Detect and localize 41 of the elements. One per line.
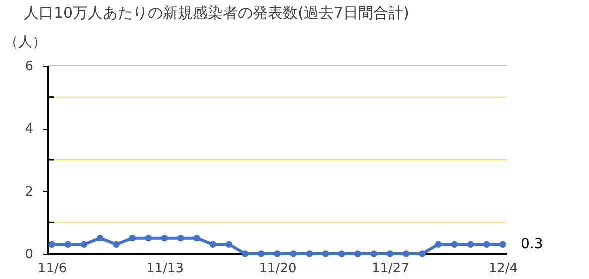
point: [484, 241, 490, 248]
point: [451, 241, 458, 248]
point: [226, 241, 233, 248]
point: [322, 250, 330, 258]
point: [48, 241, 56, 248]
point: [210, 241, 216, 248]
point: [290, 250, 297, 258]
point: [242, 250, 249, 258]
y-tick-label: 6: [25, 60, 34, 74]
chart-title: 人口10万人あたりの新規感染者の発表数(過去7日間合計): [24, 4, 410, 22]
point: [306, 250, 314, 258]
point: [338, 250, 346, 258]
point: [274, 250, 281, 258]
x-tick-label: 11/13: [146, 262, 184, 276]
y-tick-label: 0: [25, 248, 34, 262]
y-axis-title: （人）: [4, 34, 46, 50]
point: [113, 241, 120, 248]
point: [402, 250, 410, 258]
point: [129, 234, 136, 242]
data-label: 0.3: [520, 236, 544, 253]
point: [80, 241, 88, 248]
point: [64, 241, 72, 248]
x-tick-label: 11/27: [372, 262, 410, 276]
x-tick-label: 11/6: [38, 262, 68, 276]
point: [354, 250, 362, 258]
point: [386, 250, 394, 258]
point: [96, 234, 104, 242]
point: [194, 234, 200, 242]
point: [500, 241, 506, 248]
point: [435, 241, 442, 248]
point: [467, 241, 474, 248]
point: [178, 234, 184, 242]
y-tick-label: 4: [25, 122, 34, 138]
y-tick-label: 2: [25, 184, 34, 200]
point: [161, 234, 168, 242]
point: [370, 250, 378, 258]
point: [419, 250, 426, 258]
point: [258, 250, 265, 258]
x-tick-label: 11/20: [259, 262, 297, 276]
point: [145, 234, 152, 242]
x-tick-label: 12/4: [488, 262, 518, 276]
